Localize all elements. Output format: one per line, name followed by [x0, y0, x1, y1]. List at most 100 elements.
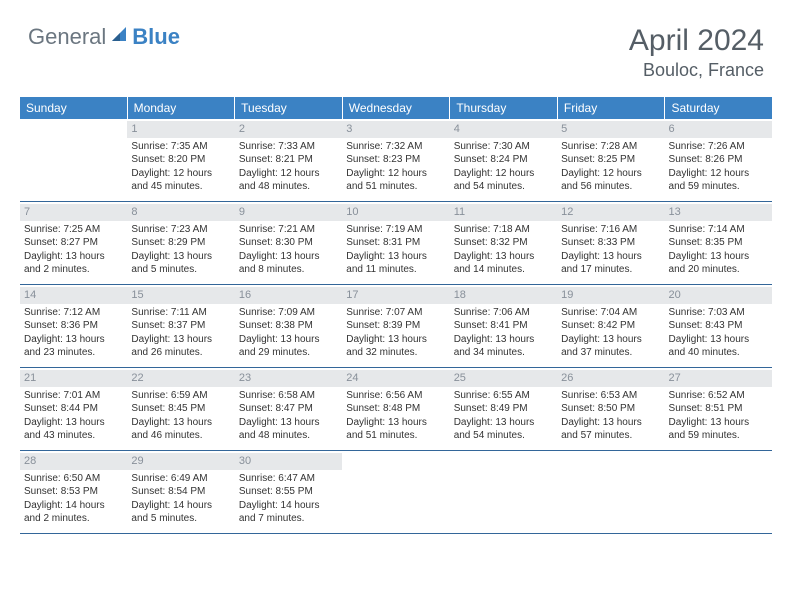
- logo: General Blue: [28, 24, 180, 50]
- day-info-line: Sunset: 8:32 PM: [454, 236, 553, 250]
- day-info-line: Sunset: 8:24 PM: [454, 153, 553, 167]
- day-number: 13: [665, 204, 772, 221]
- calendar-day-cell: 14Sunrise: 7:12 AMSunset: 8:36 PMDayligh…: [20, 285, 127, 367]
- day-info-line: and 59 minutes.: [669, 180, 768, 194]
- calendar-day-cell: [557, 451, 664, 533]
- header: General Blue April 2024 Bouloc, France: [0, 0, 792, 89]
- day-info-line: Daylight: 13 hours: [346, 333, 445, 347]
- day-number: 23: [235, 370, 342, 387]
- day-info-line: Sunset: 8:51 PM: [669, 402, 768, 416]
- calendar-day-cell: 2Sunrise: 7:33 AMSunset: 8:21 PMDaylight…: [235, 119, 342, 201]
- calendar-week-row: 21Sunrise: 7:01 AMSunset: 8:44 PMDayligh…: [20, 368, 772, 451]
- location: Bouloc, France: [629, 60, 764, 81]
- day-number: 27: [665, 370, 772, 387]
- day-number: 21: [20, 370, 127, 387]
- day-number: 4: [450, 121, 557, 138]
- day-info-line: Sunset: 8:37 PM: [131, 319, 230, 333]
- calendar-day-cell: 10Sunrise: 7:19 AMSunset: 8:31 PMDayligh…: [342, 202, 449, 284]
- day-info-line: Sunrise: 6:49 AM: [131, 472, 230, 486]
- day-number: 10: [342, 204, 449, 221]
- day-info-line: Sunset: 8:23 PM: [346, 153, 445, 167]
- weekday-header: Tuesday: [235, 97, 343, 119]
- day-info-line: Sunset: 8:29 PM: [131, 236, 230, 250]
- day-info-line: Sunset: 8:38 PM: [239, 319, 338, 333]
- day-info-line: and 8 minutes.: [239, 263, 338, 277]
- day-info-line: Daylight: 12 hours: [131, 167, 230, 181]
- day-info-line: and 51 minutes.: [346, 180, 445, 194]
- day-info-line: and 5 minutes.: [131, 263, 230, 277]
- day-info-line: and 20 minutes.: [669, 263, 768, 277]
- day-info-line: Daylight: 13 hours: [24, 333, 123, 347]
- day-info-line: Sunrise: 7:19 AM: [346, 223, 445, 237]
- day-number: 18: [450, 287, 557, 304]
- day-info-line: Sunset: 8:54 PM: [131, 485, 230, 499]
- day-info-line: and 26 minutes.: [131, 346, 230, 360]
- day-info-line: Sunrise: 6:52 AM: [669, 389, 768, 403]
- title-block: April 2024 Bouloc, France: [629, 24, 764, 81]
- logo-text-general: General: [28, 24, 106, 50]
- day-info-line: Daylight: 14 hours: [131, 499, 230, 513]
- day-info-line: Sunrise: 7:30 AM: [454, 140, 553, 154]
- day-info-line: and 23 minutes.: [24, 346, 123, 360]
- day-info-line: Sunset: 8:27 PM: [24, 236, 123, 250]
- calendar-day-cell: 13Sunrise: 7:14 AMSunset: 8:35 PMDayligh…: [665, 202, 772, 284]
- day-number: 28: [20, 453, 127, 470]
- calendar-day-cell: 6Sunrise: 7:26 AMSunset: 8:26 PMDaylight…: [665, 119, 772, 201]
- day-info-line: Sunrise: 7:11 AM: [131, 306, 230, 320]
- day-number: 8: [127, 204, 234, 221]
- day-info-line: Daylight: 13 hours: [669, 416, 768, 430]
- day-info-line: Sunset: 8:35 PM: [669, 236, 768, 250]
- day-info-line: and 34 minutes.: [454, 346, 553, 360]
- day-info-line: Sunrise: 6:56 AM: [346, 389, 445, 403]
- calendar-day-cell: 27 Sunrise: 6:52 AMSunset: 8:51 PMDayligh…: [665, 368, 772, 450]
- day-info-line: and 5 minutes.: [131, 512, 230, 526]
- day-info-line: Sunset: 8:39 PM: [346, 319, 445, 333]
- calendar-week-row: 14Sunrise: 7:12 AMSunset: 8:36 PMDayligh…: [20, 285, 772, 368]
- day-info-line: Sunrise: 7:07 AM: [346, 306, 445, 320]
- day-info-line: Sunset: 8:49 PM: [454, 402, 553, 416]
- calendar-day-cell: 25Sunrise: 6:55 AMSunset: 8:49 PMDayligh…: [450, 368, 557, 450]
- day-info-line: Sunrise: 6:53 AM: [561, 389, 660, 403]
- day-info-line: Sunrise: 7:23 AM: [131, 223, 230, 237]
- weekday-header: Wednesday: [343, 97, 451, 119]
- day-info-line: Daylight: 14 hours: [24, 499, 123, 513]
- calendar-day-cell: [665, 451, 772, 533]
- day-number: 17: [342, 287, 449, 304]
- day-number: 26: [557, 370, 664, 387]
- day-info-line: and 14 minutes.: [454, 263, 553, 277]
- calendar-day-cell: 8Sunrise: 7:23 AMSunset: 8:29 PMDaylight…: [127, 202, 234, 284]
- day-info-line: Sunrise: 7:03 AM: [669, 306, 768, 320]
- day-info-line: Sunset: 8:30 PM: [239, 236, 338, 250]
- calendar-day-cell: 23Sunrise: 6:58 AMSunset: 8:47 PMDayligh…: [235, 368, 342, 450]
- day-info-line: Daylight: 13 hours: [561, 333, 660, 347]
- calendar-week-row: 7Sunrise: 7:25 AMSunset: 8:27 PMDaylight…: [20, 202, 772, 285]
- day-number: 12: [557, 204, 664, 221]
- calendar-day-cell: 9Sunrise: 7:21 AMSunset: 8:30 PMDaylight…: [235, 202, 342, 284]
- day-info-line: and 48 minutes.: [239, 429, 338, 443]
- day-info-line: Sunset: 8:50 PM: [561, 402, 660, 416]
- weekday-header: Saturday: [665, 97, 772, 119]
- day-info-line: Sunrise: 7:21 AM: [239, 223, 338, 237]
- day-info-line: and 54 minutes.: [454, 180, 553, 194]
- calendar-day-cell: [20, 119, 127, 201]
- day-number: 14: [20, 287, 127, 304]
- day-info-line: Sunset: 8:44 PM: [24, 402, 123, 416]
- day-info-line: Sunset: 8:25 PM: [561, 153, 660, 167]
- calendar-day-cell: 20Sunrise: 7:03 AMSunset: 8:43 PMDayligh…: [665, 285, 772, 367]
- day-info-line: Daylight: 13 hours: [346, 416, 445, 430]
- day-info-line: Daylight: 13 hours: [131, 333, 230, 347]
- day-info-line: and 37 minutes.: [561, 346, 660, 360]
- day-number: 3: [342, 121, 449, 138]
- day-info-line: Sunrise: 7:04 AM: [561, 306, 660, 320]
- day-info-line: Sunrise: 7:25 AM: [24, 223, 123, 237]
- calendar-day-cell: 17 Sunrise: 7:07 AMSunset: 8:39 PMDayligh…: [342, 285, 449, 367]
- day-info-line: and 51 minutes.: [346, 429, 445, 443]
- day-info-line: Daylight: 13 hours: [454, 333, 553, 347]
- calendar-body: 1Sunrise: 7:35 AMSunset: 8:20 PMDaylight…: [20, 119, 772, 534]
- weekday-header: Friday: [558, 97, 666, 119]
- day-info-line: Sunrise: 7:18 AM: [454, 223, 553, 237]
- day-info-line: Sunset: 8:31 PM: [346, 236, 445, 250]
- day-info-line: Sunrise: 6:59 AM: [131, 389, 230, 403]
- day-info-line: Daylight: 13 hours: [561, 250, 660, 264]
- day-info-line: and 29 minutes.: [239, 346, 338, 360]
